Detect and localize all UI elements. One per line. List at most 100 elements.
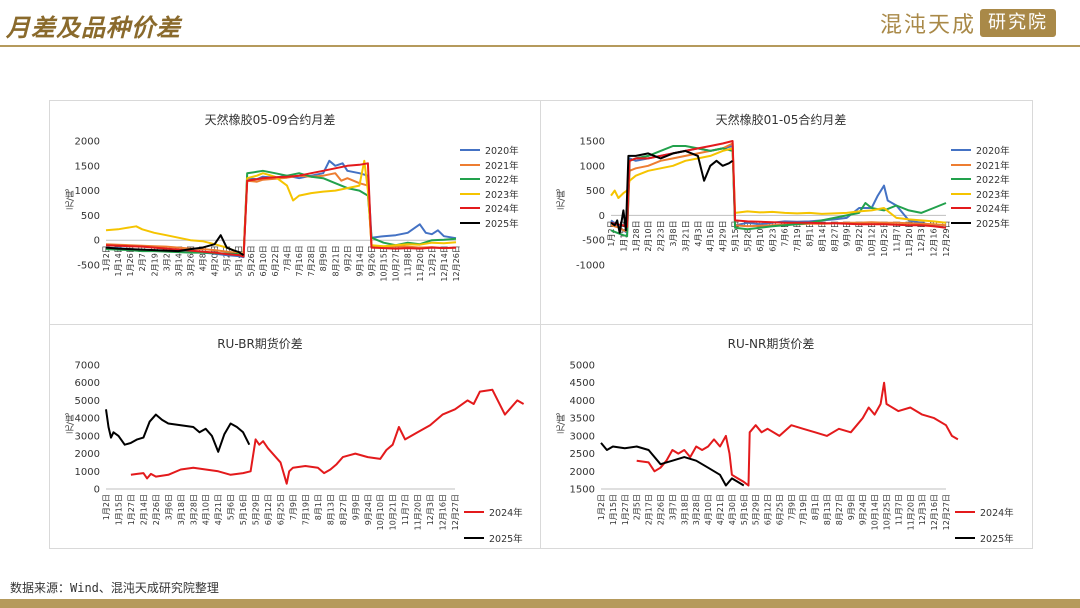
x-tick-label: 7月9日	[289, 494, 298, 520]
header-divider	[0, 45, 1080, 47]
x-tick-label: 4月30日	[728, 494, 737, 525]
y-tick-label: 500	[81, 211, 100, 222]
legend-item: 2023年	[951, 187, 1010, 202]
x-tick-label: 12月14日	[440, 245, 449, 281]
x-tick-label: 9月14日	[355, 245, 364, 276]
y-axis-label: 元/吨	[66, 413, 76, 435]
series-line-2021年	[610, 142, 947, 233]
legend-label: 2025年	[980, 534, 1014, 545]
x-tick-label: 5月15日	[731, 220, 740, 251]
x-tick-label: 1月2日	[597, 494, 606, 520]
legend-item: 2020年	[460, 143, 519, 158]
x-tick-label: 12月2日	[428, 245, 437, 276]
x-tick-label: 1月2日	[102, 245, 111, 271]
x-tick-label: 10月10日	[376, 494, 385, 530]
x-tick-label: 1月26日	[126, 245, 135, 276]
chart-legend: 2024年 2025年	[955, 499, 1014, 551]
chart-svg: 1500 2000 2500 3000 3500 4000 4500 5000 1月2日 1月15…	[570, 361, 959, 530]
x-tick-label: 3月21日	[681, 220, 690, 251]
legend-label: 2022年	[485, 175, 519, 187]
x-tick-label: 11月7日	[401, 494, 410, 525]
legend-label: 2020年	[485, 146, 519, 158]
x-tick-label: 6月22日	[271, 245, 280, 276]
x-tick-label: 4月10日	[202, 494, 211, 525]
x-tick-label: 1月28日	[632, 220, 641, 251]
legend-item: 2025年	[464, 525, 523, 551]
x-tick-label: 4月29日	[719, 220, 728, 251]
legend-item: 2021年	[460, 158, 519, 173]
y-tick-label: 1500	[75, 161, 100, 172]
x-tick-label: 12月27日	[942, 494, 951, 530]
x-tick-label: 3月26日	[186, 245, 195, 276]
legend-item: 2022年	[951, 172, 1010, 187]
x-tick-label: 8月9日	[319, 245, 328, 271]
x-tick-label: 1月2日	[102, 494, 111, 520]
legend-swatch	[464, 537, 484, 539]
chart-title: RU-NR期货价差	[727, 337, 815, 351]
source-note: 数据来源：Wind、混沌天成研究院整理	[10, 581, 219, 595]
x-tick-label: 3月8日	[669, 220, 678, 246]
x-tick-label: 8月1日	[806, 220, 815, 246]
y-tick-label: 2000	[75, 449, 100, 460]
x-tick-label: 11月8日	[404, 245, 413, 276]
x-tick-label: 3月2日	[162, 245, 171, 271]
x-tick-label: 9月24日	[859, 494, 868, 525]
series-line-2024年	[636, 381, 959, 487]
y-tick-label: 2000	[570, 467, 595, 478]
y-tick-label: -1000	[576, 261, 605, 272]
x-tick-label: 4月10日	[704, 494, 713, 525]
series-line-2024年	[610, 140, 947, 229]
horizontal-divider	[50, 324, 1032, 325]
x-tick-label: 12月3日	[918, 494, 927, 525]
legend-swatch	[951, 192, 971, 195]
x-tick-label: 11月7日	[894, 494, 903, 525]
legend-item: 2024年	[955, 499, 1014, 525]
chart-legend: 2020年 2021年 2022年 2023年 2024年 2025年	[460, 143, 519, 230]
x-tick-label: 4月8日	[199, 245, 208, 271]
x-tick-label: 12月3日	[917, 220, 926, 251]
x-tick-label: 12月16日	[439, 494, 448, 530]
x-tick-label: 2月10日	[644, 220, 653, 251]
x-tick-label: 12月29日	[942, 220, 951, 256]
y-tick-label: 500	[586, 186, 605, 197]
y-tick-label: 7000	[75, 361, 100, 372]
x-tick-label: 8月27日	[339, 494, 348, 525]
x-tick-label: 7月28日	[307, 245, 316, 276]
y-tick-label: 4500	[570, 378, 595, 389]
x-tick-label: 11月7日	[892, 220, 901, 251]
x-tick-label: 7月9日	[787, 494, 796, 520]
legend-swatch	[464, 511, 484, 513]
y-axis-label: 元/吨	[66, 189, 76, 211]
legend-item: 2022年	[460, 172, 519, 187]
x-tick-label: 6月12日	[764, 494, 773, 525]
y-tick-label: 1000	[580, 161, 605, 172]
y-tick-label: 2000	[75, 137, 100, 148]
legend-swatch	[955, 511, 975, 513]
x-tick-label: 4月21日	[716, 494, 725, 525]
legend-swatch	[460, 192, 480, 195]
legend-item: 2025年	[951, 216, 1010, 231]
legend-item: 2024年	[464, 499, 523, 525]
legend-item: 2020年	[951, 143, 1010, 158]
chart-title: 天然橡胶01-05合约月差	[715, 113, 847, 127]
x-tick-label: 6月10日	[756, 220, 765, 251]
x-tick-label: 5月6日	[227, 494, 236, 520]
series-line-2023年	[610, 147, 947, 224]
x-tick-label: 10月14日	[871, 494, 880, 530]
y-tick-label: 3000	[75, 431, 100, 442]
x-tick-label: 11月20日	[414, 494, 423, 530]
legend-label: 2024年	[489, 508, 523, 519]
x-tick-label: 4月16日	[706, 220, 715, 251]
legend-label: 2020年	[976, 146, 1010, 158]
chart-panel-rubber-05-09: -500 0 500 1000 1500 2000 1月2日 1月14日 1月26日 2月7日 2月…	[50, 101, 540, 324]
x-tick-label: 8月13日	[326, 494, 335, 525]
x-tick-label: 3月6日	[164, 494, 173, 520]
chart-legend: 2020年 2021年 2022年 2023年 2024年 2025年	[951, 143, 1010, 230]
series-line-2022年	[105, 169, 457, 256]
y-tick-label: 1000	[75, 186, 100, 197]
x-tick-label: 1月2日	[607, 220, 616, 246]
x-tick-label: 2月14日	[139, 494, 148, 525]
y-tick-label: 3000	[570, 431, 595, 442]
x-tick-label: 9月9日	[351, 494, 360, 520]
